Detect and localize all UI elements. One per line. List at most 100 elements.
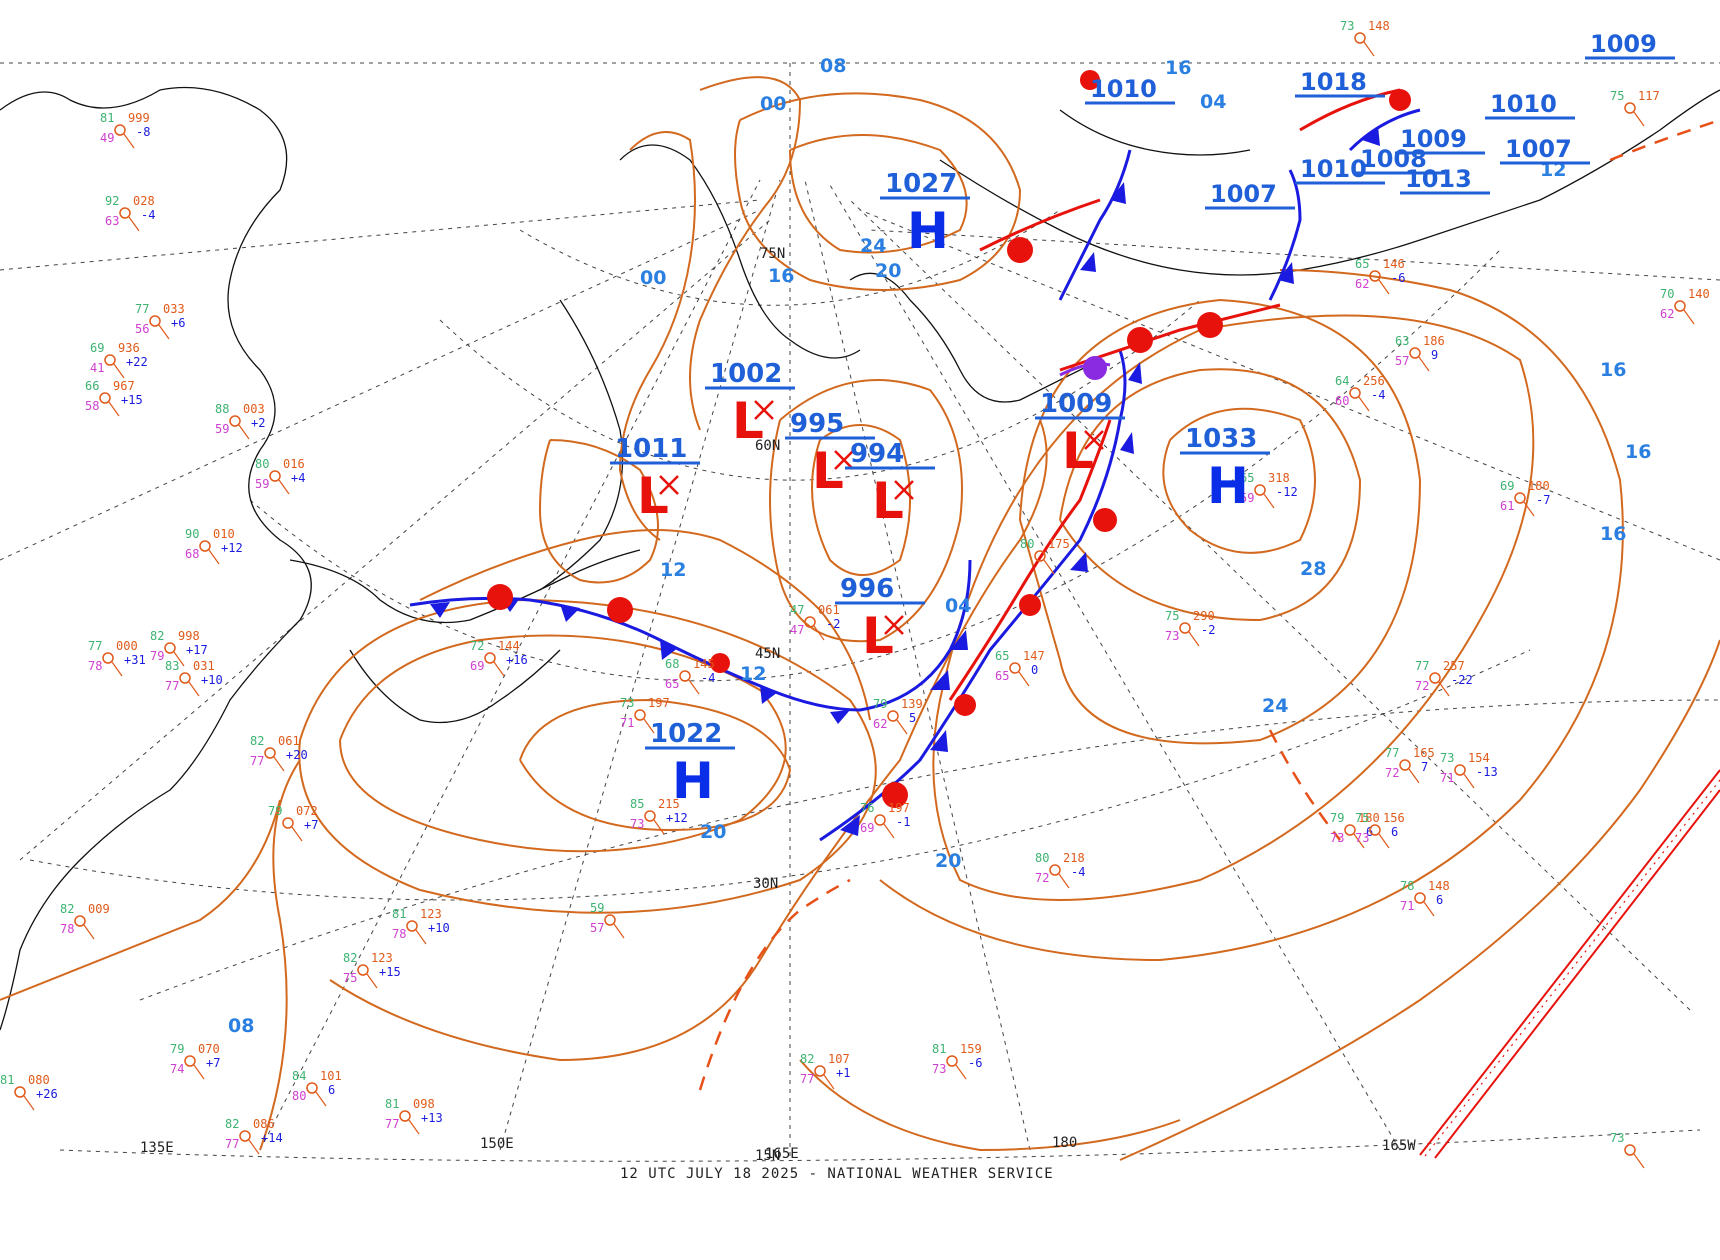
lon-label-135e: 135E [140, 1140, 174, 1156]
station-temperature: 65 [1240, 471, 1254, 485]
station-pressure: 123 [420, 907, 442, 921]
station-pressure: 033 [163, 302, 185, 316]
station-pressure: 180 [1528, 479, 1550, 493]
low-pressure-center: 1007 [1205, 180, 1295, 210]
isobar-label: 08 [228, 1015, 254, 1037]
station-tendency: -22 [1451, 673, 1473, 687]
isobars [0, 76, 1720, 1161]
station-temperature: 68 [665, 657, 679, 671]
isobar-label: 00 [760, 93, 786, 115]
station-dewpoint: 58 [85, 399, 99, 413]
axis-labels: 135E 150E 165E 180 165W 15N 30N 45N 60N … [140, 246, 1416, 1164]
station-temperature: 77 [135, 302, 149, 316]
isobar-label: 04 [945, 595, 971, 617]
station-dewpoint: 71 [620, 716, 634, 730]
station-dewpoint: 69 [860, 821, 874, 835]
station-temperature: 73 [620, 696, 634, 710]
coastlines [0, 86, 1720, 1031]
station-tendency: -13 [1476, 765, 1498, 779]
station-tendency: 5 [909, 711, 916, 725]
isobar-label: 12 [660, 559, 686, 581]
station-dewpoint: 56 [135, 322, 149, 336]
station-dewpoint: 59 [255, 477, 269, 491]
station-pressure: 009 [88, 902, 110, 916]
low-pressure-center: 1010 [1295, 155, 1385, 185]
station-plot: 64 256 60 -4 [1335, 374, 1385, 412]
low-symbol: L [862, 607, 894, 665]
station-pressure: 101 [320, 1069, 342, 1083]
station-dewpoint: 79 [150, 649, 164, 663]
station-tendency: 6 [328, 1083, 335, 1097]
isobar-label: 08 [820, 55, 846, 77]
station-dewpoint: 78 [88, 659, 102, 673]
station-plot: 75 156 73 6 [1355, 811, 1405, 849]
station-temperature: 82 [343, 951, 357, 965]
station-temperature: 64 [1335, 374, 1349, 388]
station-plot: 72 144 69 +16 [470, 639, 528, 677]
center-pressure-label: 1033 [1185, 424, 1257, 454]
isobar-label: 16 [768, 265, 794, 287]
station-tendency: -4 [141, 208, 155, 222]
lat-label-75n: 75N [760, 246, 785, 262]
station-pressure: 175 [1048, 537, 1070, 551]
station-dewpoint: 71 [1400, 899, 1414, 913]
station-temperature: 79 [268, 804, 282, 818]
station-pressure: 010 [213, 527, 235, 541]
station-temperature: 77 [1385, 746, 1399, 760]
low-symbol: L [732, 392, 764, 450]
station-tendency: -4 [1371, 388, 1385, 402]
low-symbol: L [637, 467, 669, 525]
station-pressure: 936 [118, 341, 140, 355]
station-plot: 82 123 75 +15 [343, 951, 401, 989]
station-tendency: -4 [1071, 865, 1085, 879]
station-pressure: 117 [1638, 89, 1660, 103]
station-tendency: 9 [1431, 348, 1438, 362]
station-plot: 81 098 77 +13 [385, 1097, 443, 1135]
station-plot: 83 031 77 +10 [165, 659, 223, 697]
station-plot: 81 999 49 -8 [100, 111, 150, 149]
center-pressure-label: 1022 [650, 719, 722, 749]
station-plot: 92 028 63 -4 [105, 194, 155, 232]
station-dewpoint: 62 [1355, 277, 1369, 291]
station-tendency: +10 [428, 921, 450, 935]
station-dewpoint: 78 [392, 927, 406, 941]
station-dewpoint: 77 [800, 1072, 814, 1086]
isobar-label: 24 [860, 235, 886, 257]
station-plot: 75 290 73 -2 [1165, 609, 1215, 647]
station-temperature: 73 [1440, 751, 1454, 765]
station-temperature: 82 [800, 1052, 814, 1066]
station-tendency: +7 [304, 818, 318, 832]
center-pressure-label: 995 [790, 409, 844, 439]
station-plot: 81 159 73 -6 [932, 1042, 982, 1080]
isobar-label: 16 [1600, 359, 1626, 381]
station-temperature: 81 [385, 1097, 399, 1111]
station-tendency: +6 [171, 316, 185, 330]
station-plot: 80 175 [1020, 537, 1070, 575]
station-plot: 65 318 59 -12 [1240, 471, 1298, 509]
center-pressure-label: 1027 [885, 169, 957, 199]
station-pressure: 061 [818, 603, 840, 617]
station-temperature: 65 [995, 649, 1009, 663]
station-temperature: 80 [255, 457, 269, 471]
station-pressure: 165 [1413, 746, 1435, 760]
station-dewpoint: 62 [1660, 307, 1674, 321]
station-tendency: +16 [506, 653, 528, 667]
station-temperature: 82 [60, 902, 74, 916]
station-dewpoint: 57 [590, 921, 604, 935]
station-dewpoint: 74 [170, 1062, 184, 1076]
station-temperature: 63 [1395, 334, 1409, 348]
center-pressure-label: 1009 [1590, 30, 1657, 58]
station-plot: 77 033 56 +6 [135, 302, 185, 340]
station-tendency: +15 [379, 965, 401, 979]
station-plot: 73 197 71 [620, 696, 670, 734]
station-pressure: 070 [198, 1042, 220, 1056]
high-symbol: H [1207, 457, 1249, 515]
station-temperature: 77 [88, 639, 102, 653]
station-plot: 90 010 68 +12 [185, 527, 243, 565]
